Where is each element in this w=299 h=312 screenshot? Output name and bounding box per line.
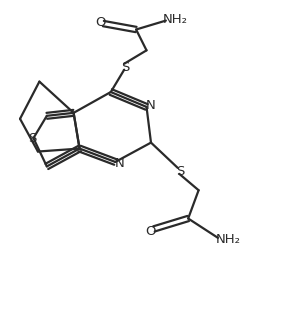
Text: S: S: [177, 165, 185, 178]
Text: O: O: [95, 16, 106, 29]
Text: S: S: [121, 61, 130, 74]
Text: NH₂: NH₂: [216, 233, 241, 246]
Text: S: S: [28, 132, 36, 145]
Text: O: O: [145, 225, 156, 238]
Text: NH₂: NH₂: [162, 12, 187, 26]
Text: N: N: [146, 99, 156, 112]
Text: N: N: [115, 157, 125, 170]
